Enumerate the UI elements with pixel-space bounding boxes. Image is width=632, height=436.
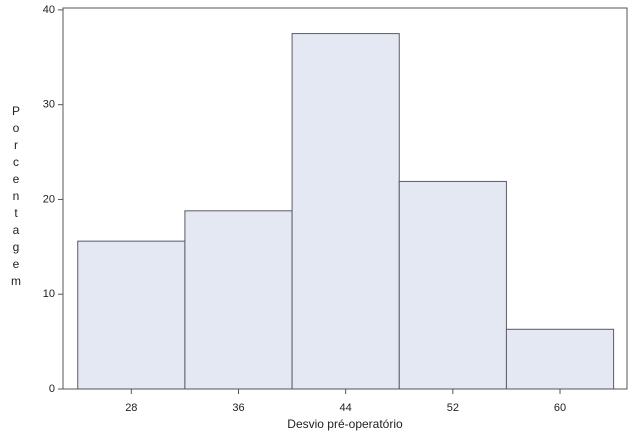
plot-frame [62,7,628,390]
y-tick-label: 0 [49,383,55,395]
y-tick-label: 40 [43,4,55,16]
y-axis-label: Porcentagem [9,104,23,291]
bar [505,328,615,390]
y-tick-label: 20 [43,193,55,205]
x-tick-label: 28 [125,402,137,414]
x-tick-label: 52 [447,402,459,414]
bar [184,210,293,390]
bar [398,180,507,390]
y-tick-label: 30 [43,99,55,111]
y-tick-label: 10 [43,288,55,300]
bar [77,240,186,390]
x-axis-label: Desvio pré-operatório [287,417,403,431]
x-tick-label: 60 [554,402,566,414]
x-tick-label: 44 [340,402,352,414]
x-tick-label: 36 [232,402,244,414]
bar [291,33,400,390]
